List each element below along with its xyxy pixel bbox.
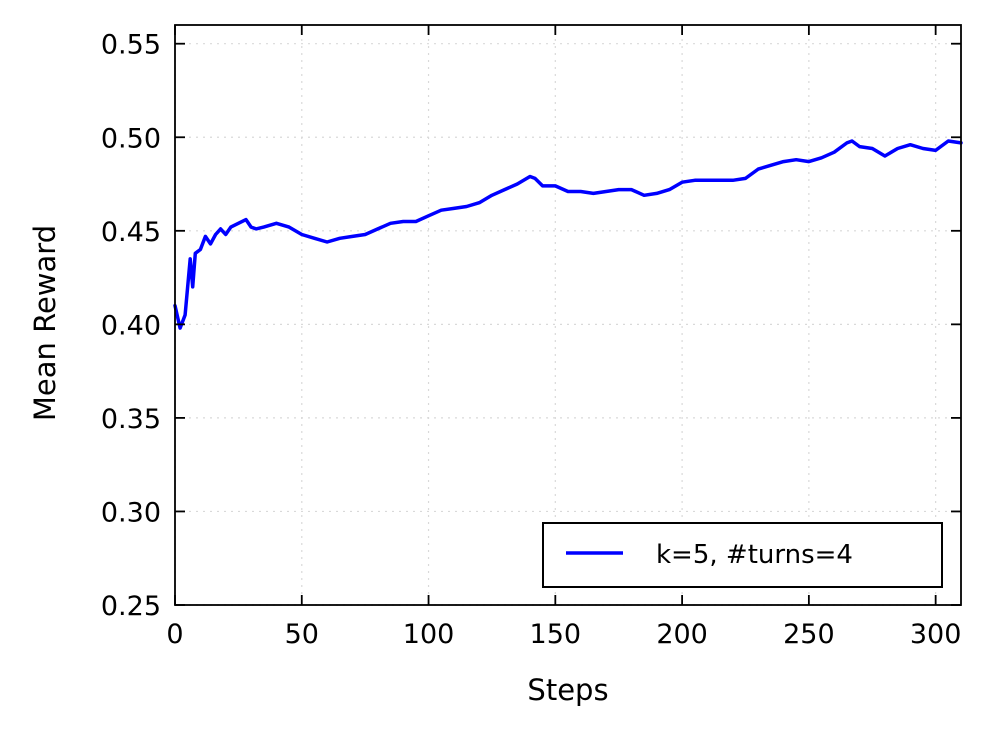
y-tick-label: 0.25	[101, 591, 161, 622]
x-tick-label: 50	[285, 619, 319, 650]
tick-labels: 0 50 100 150 200 250 300 0.25 0.30 0.35 0.40 0.45 0.…	[101, 30, 962, 650]
y-tick-label: 0.30	[101, 497, 161, 528]
y-tick-label: 0.40	[101, 310, 161, 341]
x-tick-label: 100	[403, 619, 455, 650]
grid-lines	[174, 25, 961, 606]
y-axis-title: Mean Reward	[28, 225, 62, 421]
legend-label: k=5, #turns=4	[656, 540, 853, 570]
x-tick-label: 150	[530, 619, 582, 650]
x-tick-label: 300	[910, 619, 962, 650]
x-tick-label: 0	[166, 619, 183, 650]
y-tick-label: 0.35	[101, 404, 161, 435]
plot-frame	[174, 24, 962, 606]
y-tick-label: 0.55	[101, 30, 161, 61]
x-axis-title: Steps	[527, 673, 608, 707]
legend: k=5, #turns=4	[542, 522, 943, 588]
legend-box	[542, 522, 943, 588]
x-tick-label: 250	[783, 619, 835, 650]
y-tick-label: 0.45	[101, 217, 161, 248]
series-line	[173, 139, 963, 330]
tick-marks	[174, 25, 961, 606]
series-layer	[173, 139, 963, 330]
x-tick-label: 200	[656, 619, 708, 650]
y-tick-label: 0.50	[101, 123, 161, 154]
